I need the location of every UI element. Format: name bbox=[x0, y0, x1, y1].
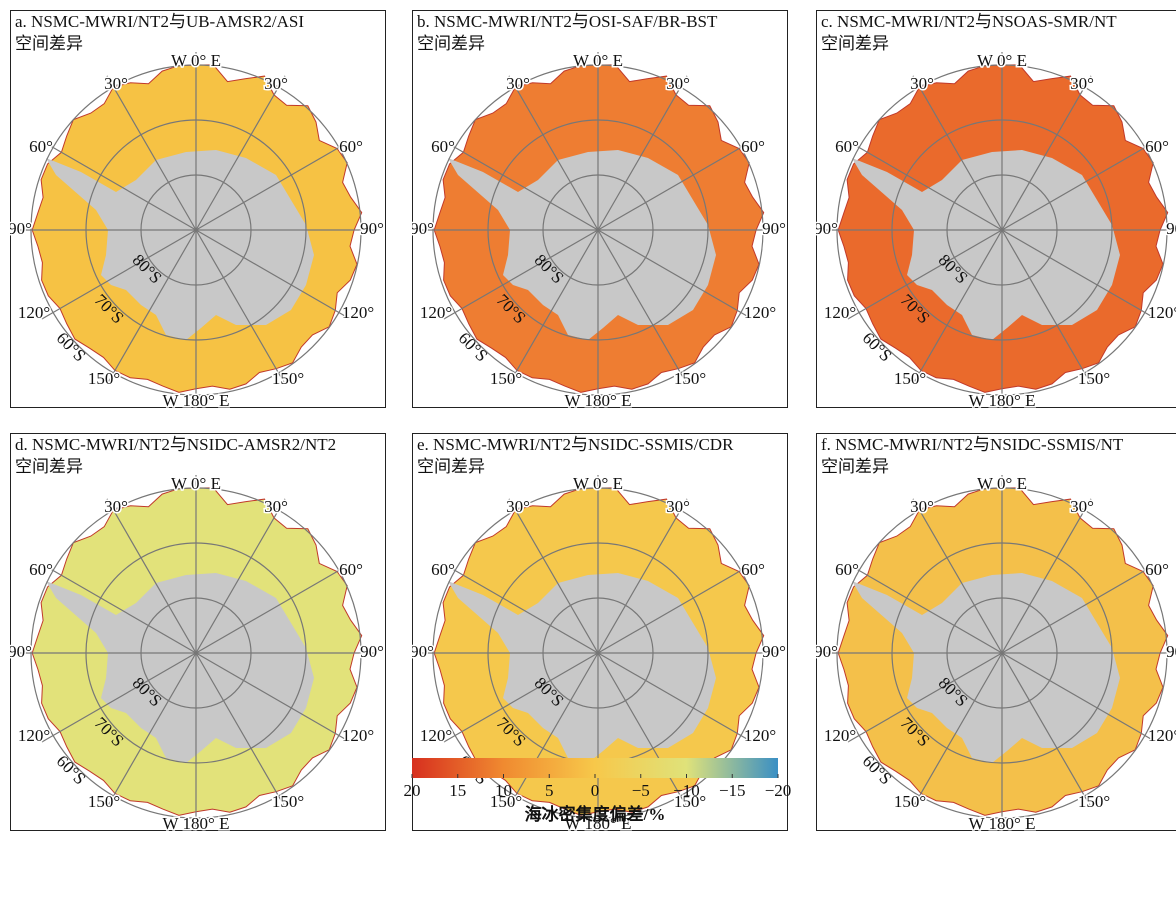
panel-title: f. NSMC-MWRI/NT2与NSIDC-SSMIS/NT bbox=[821, 435, 1124, 454]
map-panel: W 0° E30°30°60°60°90°90°120°120°150°150°… bbox=[10, 10, 386, 408]
colorbar-tick-label: −5 bbox=[632, 781, 650, 800]
map-panel: W 0° E30°30°60°60°90°90°120°120°150°150°… bbox=[10, 433, 386, 831]
longitude-label: 150° bbox=[88, 792, 120, 811]
longitude-label: 60° bbox=[835, 560, 859, 579]
longitude-label: 30° bbox=[1070, 74, 1094, 93]
longitude-label: 120° bbox=[824, 303, 856, 322]
longitude-label: 90° bbox=[762, 219, 786, 238]
longitude-label: 120° bbox=[342, 303, 374, 322]
panel-title: a. NSMC-MWRI/NT2与UB-AMSR2/ASI bbox=[15, 12, 304, 31]
colorbar-tick-label: −20 bbox=[765, 781, 792, 800]
longitude-label: 60° bbox=[741, 560, 765, 579]
longitude-label: 90° bbox=[1166, 219, 1176, 238]
longitude-label: 60° bbox=[1145, 137, 1169, 156]
longitude-label: 90° bbox=[412, 219, 434, 238]
longitude-label: 30° bbox=[506, 497, 530, 516]
longitude-label: 120° bbox=[744, 726, 776, 745]
colorbar: 20 15 10 5 0 −5 −10 −15 −20 海冰密集度偏差/% bbox=[390, 750, 810, 900]
panel-subtitle: 空间差异 bbox=[15, 457, 83, 476]
map-panel: W 0° E30°30°60°60°90°90°120°120°150°150°… bbox=[816, 433, 1176, 831]
longitude-label: W 180° E bbox=[163, 814, 230, 831]
map-panel: W 0° E30°30°60°60°90°90°120°120°150°150°… bbox=[412, 10, 788, 408]
longitude-label: 60° bbox=[1145, 560, 1169, 579]
colorbar-tick-label: 5 bbox=[545, 781, 554, 800]
longitude-label: 90° bbox=[10, 642, 32, 661]
longitude-label: 30° bbox=[1070, 497, 1094, 516]
longitude-label: 60° bbox=[29, 560, 53, 579]
panel-subtitle: 空间差异 bbox=[417, 34, 485, 53]
longitude-label: 60° bbox=[431, 560, 455, 579]
longitude-label: 120° bbox=[824, 726, 856, 745]
longitude-label: W 180° E bbox=[163, 391, 230, 408]
longitude-label: 60° bbox=[835, 137, 859, 156]
panel-title: d. NSMC-MWRI/NT2与NSIDC-AMSR2/NT2 bbox=[15, 435, 336, 454]
longitude-label: 150° bbox=[88, 369, 120, 388]
colorbar-label: 海冰密集度偏差/% bbox=[525, 804, 666, 824]
colorbar-tick-label: 0 bbox=[591, 781, 600, 800]
longitude-label: 150° bbox=[894, 792, 926, 811]
longitude-label: 60° bbox=[339, 560, 363, 579]
longitude-label: 60° bbox=[741, 137, 765, 156]
longitude-label: 90° bbox=[816, 219, 838, 238]
longitude-label: 150° bbox=[1078, 792, 1110, 811]
longitude-label: W 180° E bbox=[969, 814, 1036, 831]
longitude-label: 150° bbox=[1078, 369, 1110, 388]
longitude-label: 90° bbox=[10, 219, 32, 238]
map-panel: W 0° E30°30°60°60°90°90°120°120°150°150°… bbox=[816, 10, 1176, 408]
colorbar-tick-label: 10 bbox=[495, 781, 512, 800]
longitude-label: 150° bbox=[272, 792, 304, 811]
longitude-label: 120° bbox=[744, 303, 776, 322]
panel-title: c. NSMC-MWRI/NT2与NSOAS-SMR/NT bbox=[821, 12, 1117, 31]
longitude-label: 60° bbox=[339, 137, 363, 156]
longitude-label: 90° bbox=[816, 642, 838, 661]
longitude-label: 150° bbox=[674, 369, 706, 388]
longitude-label: W 180° E bbox=[565, 391, 632, 408]
colorbar-tick-label: −10 bbox=[673, 781, 700, 800]
longitude-label: 150° bbox=[490, 369, 522, 388]
panel-subtitle: 空间差异 bbox=[417, 457, 485, 476]
longitude-label: 30° bbox=[264, 74, 288, 93]
figure: (() => { const data = JSON.parse(documen… bbox=[0, 0, 1176, 904]
panel-title: b. NSMC-MWRI/NT2与OSI-SAF/BR-BST bbox=[417, 12, 718, 31]
longitude-label: 30° bbox=[666, 497, 690, 516]
longitude-label: 90° bbox=[412, 642, 434, 661]
panel-subtitle: 空间差异 bbox=[821, 34, 889, 53]
panel-subtitle: 空间差异 bbox=[15, 34, 83, 53]
longitude-label: 30° bbox=[506, 74, 530, 93]
longitude-label: 120° bbox=[1148, 303, 1176, 322]
longitude-label: 120° bbox=[342, 726, 374, 745]
longitude-label: W 180° E bbox=[969, 391, 1036, 408]
longitude-label: 60° bbox=[431, 137, 455, 156]
longitude-label: 120° bbox=[18, 303, 50, 322]
panel-title: e. NSMC-MWRI/NT2与NSIDC-SSMIS/CDR bbox=[417, 435, 734, 454]
colorbar-tick-label: −15 bbox=[719, 781, 746, 800]
longitude-label: 90° bbox=[762, 642, 786, 661]
longitude-label: 120° bbox=[420, 726, 452, 745]
longitude-label: 30° bbox=[910, 497, 934, 516]
longitude-label: 60° bbox=[29, 137, 53, 156]
longitude-label: 30° bbox=[666, 74, 690, 93]
colorbar-tick-label: 20 bbox=[404, 781, 421, 800]
longitude-label: 30° bbox=[264, 497, 288, 516]
longitude-label: 30° bbox=[104, 497, 128, 516]
longitude-label: 120° bbox=[1148, 726, 1176, 745]
colorbar-tick-label: 15 bbox=[449, 781, 466, 800]
longitude-label: 90° bbox=[360, 219, 384, 238]
longitude-label: 30° bbox=[910, 74, 934, 93]
longitude-label: 150° bbox=[272, 369, 304, 388]
longitude-label: 150° bbox=[894, 369, 926, 388]
longitude-label: 120° bbox=[18, 726, 50, 745]
longitude-label: 120° bbox=[420, 303, 452, 322]
longitude-label: 90° bbox=[360, 642, 384, 661]
panel-subtitle: 空间差异 bbox=[821, 457, 889, 476]
longitude-label: 30° bbox=[104, 74, 128, 93]
longitude-label: 90° bbox=[1166, 642, 1176, 661]
